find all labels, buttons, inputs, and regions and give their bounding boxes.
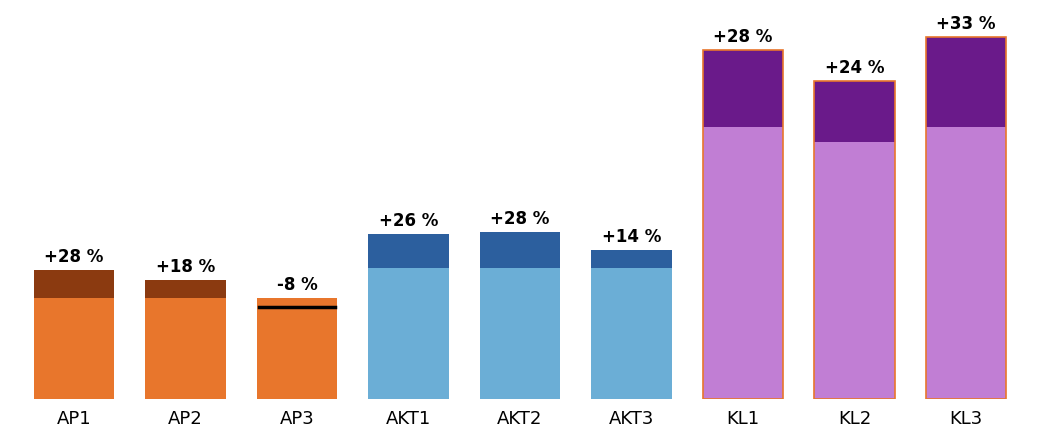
Text: +24 %: +24 % — [825, 59, 884, 76]
Bar — [703, 128, 783, 399]
Bar — [814, 143, 894, 399]
Bar — [926, 38, 1007, 399]
Text: +26 %: +26 % — [379, 211, 438, 229]
Bar — [814, 82, 894, 399]
Bar — [33, 270, 114, 299]
Bar — [592, 250, 672, 269]
Bar — [592, 269, 672, 399]
Bar — [146, 299, 226, 399]
Bar — [257, 299, 337, 399]
Bar — [703, 51, 783, 399]
Text: +28 %: +28 % — [713, 28, 773, 46]
Bar — [814, 82, 894, 143]
Bar — [703, 51, 783, 128]
Text: +28 %: +28 % — [490, 209, 550, 227]
Bar — [926, 128, 1007, 399]
Bar — [479, 269, 561, 399]
Text: +18 %: +18 % — [156, 258, 215, 276]
Text: +33 %: +33 % — [936, 15, 996, 33]
Bar — [479, 232, 561, 269]
Bar — [368, 234, 448, 269]
Text: +14 %: +14 % — [602, 227, 661, 246]
Text: -8 %: -8 % — [277, 276, 317, 294]
Bar — [368, 269, 448, 399]
Bar — [146, 281, 226, 299]
Bar — [33, 299, 114, 399]
Text: +28 %: +28 % — [44, 248, 104, 266]
Bar — [926, 38, 1007, 128]
